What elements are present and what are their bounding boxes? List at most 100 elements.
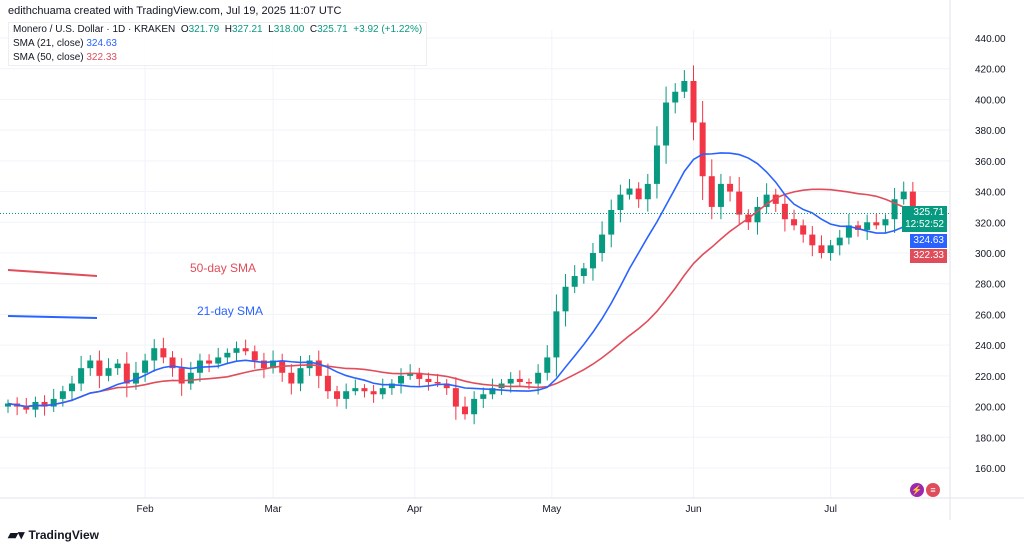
candle-body bbox=[571, 276, 578, 287]
candle-body bbox=[50, 398, 57, 407]
candle-body bbox=[315, 360, 322, 376]
candle-body bbox=[334, 391, 341, 399]
y-tick-label: 320.00 bbox=[975, 218, 1006, 229]
candle-body bbox=[452, 388, 459, 407]
y-tick-label: 280.00 bbox=[975, 280, 1006, 291]
symbol-title[interactable]: Monero / U.S. Dollar · 1D · KRAKEN bbox=[13, 24, 176, 35]
tradingview-logo: ▰▾ TradingView bbox=[8, 527, 99, 543]
sma21-value: 324.63 bbox=[86, 38, 117, 49]
candle-body bbox=[5, 403, 11, 407]
last-price: 325.71 bbox=[913, 207, 944, 218]
candle-body bbox=[379, 388, 386, 395]
lightning-icon[interactable]: ⚡ bbox=[910, 483, 924, 497]
candle-body bbox=[525, 381, 532, 384]
y-tick-label: 420.00 bbox=[975, 65, 1006, 76]
candle-body bbox=[297, 368, 304, 384]
y-tick-label: 380.00 bbox=[975, 126, 1006, 137]
credit-text: edithchuama created with TradingView.com… bbox=[8, 5, 342, 17]
candle-body bbox=[169, 357, 176, 369]
y-tick-label: 220.00 bbox=[975, 372, 1006, 383]
candle-body bbox=[251, 351, 258, 361]
last-price-tag: 325.71 12:52:52 bbox=[902, 206, 947, 232]
candle-body bbox=[727, 183, 734, 192]
candle-body bbox=[754, 206, 761, 223]
candle-body bbox=[836, 237, 843, 246]
x-tick-label: Feb bbox=[136, 504, 154, 515]
y-tick-label: 360.00 bbox=[975, 157, 1006, 168]
x-tick-label: Jul bbox=[824, 504, 837, 515]
sma50-legend[interactable]: SMA (50, close) 322.33 bbox=[13, 51, 422, 65]
candle-body bbox=[644, 183, 651, 200]
y-tick-label: 440.00 bbox=[975, 34, 1006, 45]
tv-logo-icon: ▰▾ bbox=[8, 527, 25, 542]
candle-body bbox=[41, 401, 48, 407]
candle-body bbox=[589, 252, 596, 269]
sma50-value: 322.33 bbox=[86, 52, 117, 63]
candle-body bbox=[717, 183, 724, 207]
candle-body bbox=[781, 203, 788, 220]
candle-body bbox=[288, 372, 295, 384]
candle-body bbox=[215, 357, 222, 364]
candle-body bbox=[690, 80, 697, 123]
low-value: 318.00 bbox=[273, 24, 305, 35]
sma21-legend[interactable]: SMA (21, close) 324.63 bbox=[13, 37, 422, 51]
candle-body bbox=[361, 388, 368, 392]
candle-body bbox=[882, 219, 889, 226]
candle-body bbox=[416, 372, 423, 379]
candle-body bbox=[489, 388, 496, 395]
open-label: O bbox=[180, 24, 189, 35]
chart-icons: ⚡ ≡ bbox=[910, 483, 940, 497]
candle-body bbox=[114, 363, 121, 369]
y-tick-label: 300.00 bbox=[975, 249, 1006, 260]
candle-body bbox=[800, 225, 807, 235]
candle-body bbox=[224, 352, 231, 358]
candle-body bbox=[233, 348, 240, 353]
candle-body bbox=[507, 378, 514, 384]
candle-body bbox=[763, 194, 770, 207]
sma21-label: SMA (21, close) bbox=[13, 38, 84, 49]
candle-body bbox=[151, 348, 158, 361]
close-value: 325.71 bbox=[317, 24, 348, 35]
sma21-annotation: 21-day SMA bbox=[197, 304, 264, 318]
sma50-annotation-line bbox=[7, 269, 98, 277]
candle-body bbox=[270, 360, 277, 369]
candle-body bbox=[398, 375, 405, 384]
candle-body bbox=[809, 234, 816, 246]
candle-body bbox=[160, 348, 167, 358]
candle-body bbox=[553, 311, 560, 358]
y-tick-label: 180.00 bbox=[975, 433, 1006, 444]
legend: Monero / U.S. Dollar · 1D · KRAKEN O321.… bbox=[8, 22, 428, 66]
sma50-annotation: 50-day SMA bbox=[190, 261, 257, 275]
candle-body bbox=[96, 360, 103, 376]
candle-body bbox=[425, 378, 432, 382]
candle-body bbox=[206, 360, 213, 364]
x-tick-label: Apr bbox=[407, 504, 423, 515]
open-value: 321.79 bbox=[188, 24, 220, 35]
candle-body bbox=[891, 199, 898, 220]
candle-body bbox=[608, 209, 615, 235]
high-value: 327.21 bbox=[232, 24, 263, 35]
candle-body bbox=[663, 102, 670, 146]
candle-body bbox=[909, 191, 916, 214]
candle-body bbox=[900, 191, 907, 200]
close-label: C bbox=[309, 24, 318, 35]
candle-body bbox=[699, 122, 706, 177]
y-tick-label: 260.00 bbox=[975, 310, 1006, 321]
candle-body bbox=[672, 91, 679, 103]
candle-body bbox=[242, 348, 249, 352]
candle-body bbox=[59, 391, 66, 399]
flag-icon[interactable]: ≡ bbox=[926, 483, 940, 497]
candle-body bbox=[462, 406, 468, 415]
y-tick-label: 200.00 bbox=[975, 403, 1006, 414]
candle-body bbox=[626, 188, 633, 195]
candle-body bbox=[791, 219, 798, 226]
candle-body bbox=[772, 194, 779, 204]
candle-body bbox=[68, 383, 75, 392]
change-value: +3.92 (+1.22%) bbox=[353, 24, 423, 35]
x-tick-label: May bbox=[542, 504, 561, 515]
sma21-line bbox=[7, 152, 914, 408]
candle-body bbox=[87, 360, 94, 369]
y-tick-label: 160.00 bbox=[975, 464, 1006, 475]
candle-body bbox=[736, 191, 743, 215]
